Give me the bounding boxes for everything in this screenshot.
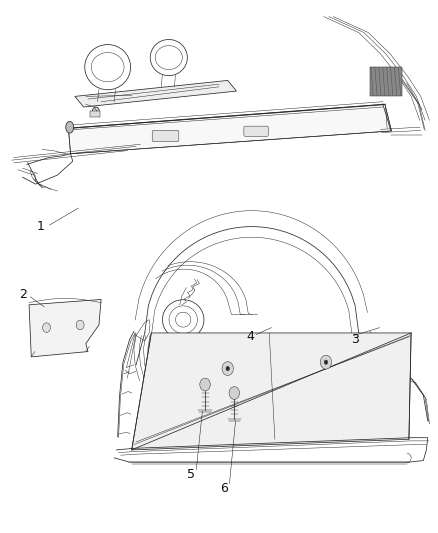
Circle shape [76,320,84,330]
Circle shape [324,360,328,365]
Text: 2: 2 [19,288,27,301]
Circle shape [200,378,210,391]
Text: 5: 5 [187,469,194,481]
Circle shape [92,107,99,116]
Polygon shape [29,300,101,357]
Circle shape [42,323,50,333]
Bar [370,67,403,96]
Circle shape [320,356,332,369]
Polygon shape [75,80,237,107]
Text: 1: 1 [37,220,45,232]
Circle shape [226,367,230,370]
Ellipse shape [66,122,74,133]
FancyBboxPatch shape [152,131,179,142]
Text: 6: 6 [220,482,228,495]
FancyBboxPatch shape [244,126,268,136]
Bar [90,111,100,117]
Text: 3: 3 [351,333,359,346]
Circle shape [229,386,240,399]
Text: 4: 4 [247,330,254,343]
Polygon shape [132,333,411,450]
Polygon shape [68,104,392,154]
Circle shape [222,362,233,375]
